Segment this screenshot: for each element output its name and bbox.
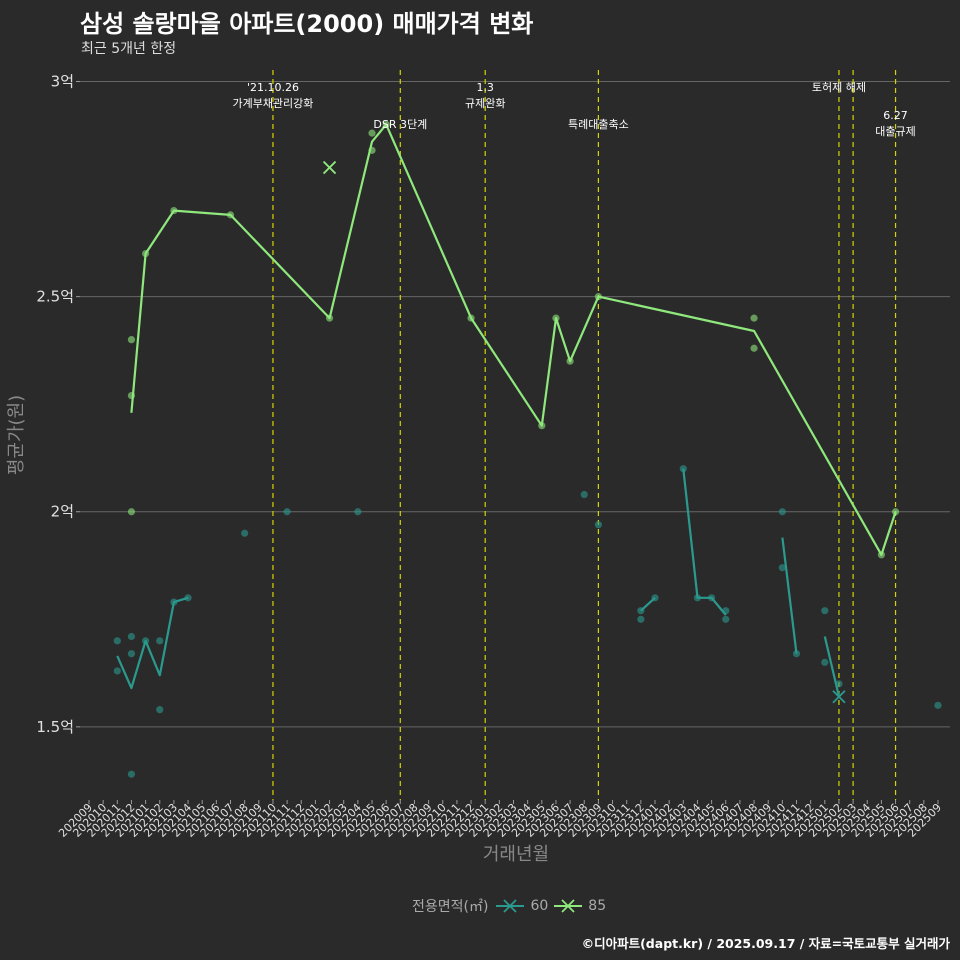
data-point-60 xyxy=(934,701,942,709)
data-point-85 xyxy=(552,314,560,322)
data-point-85 xyxy=(750,314,758,322)
y-tick-label: 3억 xyxy=(51,73,74,91)
data-point-60 xyxy=(821,607,829,615)
data-point-85 xyxy=(750,344,758,352)
data-point-60 xyxy=(792,650,801,658)
event-annotation: 가계부채관리강화 xyxy=(232,97,313,110)
legend-title: 전용면적(㎡) xyxy=(412,899,489,915)
series-line-60 xyxy=(781,537,798,654)
cancelled-deal-60-icon xyxy=(832,690,846,704)
data-point-85 xyxy=(566,357,574,365)
data-point-60 xyxy=(241,529,249,537)
data-point-60 xyxy=(778,564,786,572)
data-point-60 xyxy=(679,465,687,473)
data-point-60 xyxy=(354,508,362,516)
data-point-60 xyxy=(283,508,291,516)
data-point-60 xyxy=(821,658,829,666)
data-point-85 xyxy=(368,146,376,154)
series-points xyxy=(113,120,942,778)
cancelled-deal-85-icon xyxy=(322,160,337,175)
source-caption: ©디아파트(dapt.kr) / 2025.09.17 / 자료=국토교통부 실… xyxy=(581,936,950,951)
data-point-85 xyxy=(594,293,603,301)
data-point-60 xyxy=(127,650,136,658)
data-point-60 xyxy=(778,508,786,516)
data-point-60 xyxy=(693,594,702,602)
legend: 전용면적(㎡) 60 85 xyxy=(412,896,612,916)
data-point-85 xyxy=(127,508,136,516)
data-point-85 xyxy=(891,508,900,516)
event-annotation: 특례대출축소 xyxy=(568,118,629,131)
data-point-60 xyxy=(580,490,588,499)
data-point-85 xyxy=(226,211,235,219)
data-point-85 xyxy=(368,129,376,137)
chart-title: 삼성 솔랑마을 아파트(2000) 매매가격 변화 xyxy=(80,10,534,38)
y-tick-label: 1.5억 xyxy=(36,718,74,736)
event-annotation: 규제완화 xyxy=(465,97,505,110)
event-annotation: 대출규제 xyxy=(875,125,915,138)
series-line-60 xyxy=(823,636,841,697)
event-lines xyxy=(272,70,897,800)
data-point-60 xyxy=(722,607,730,615)
data-point-85 xyxy=(467,314,475,322)
data-point-85 xyxy=(382,120,390,129)
data-point-85 xyxy=(538,422,546,430)
data-point-60 xyxy=(156,706,164,714)
data-point-85 xyxy=(170,206,178,215)
series-line-85 xyxy=(130,123,897,556)
data-point-60 xyxy=(637,607,645,615)
chart-subtitle: 최근 5개년 한정 xyxy=(81,41,177,57)
data-point-60 xyxy=(113,637,121,645)
data-point-85 xyxy=(142,250,150,258)
data-point-60 xyxy=(142,637,150,645)
data-point-60 xyxy=(127,632,136,641)
data-point-60 xyxy=(113,667,121,675)
series-line-60 xyxy=(682,468,727,616)
data-point-60 xyxy=(637,615,645,623)
data-point-60 xyxy=(708,594,716,602)
data-point-60 xyxy=(594,521,603,529)
data-point-85 xyxy=(325,314,334,322)
data-point-60 xyxy=(184,594,192,602)
event-annotation: DSR 3단계 xyxy=(373,118,427,131)
data-point-60 xyxy=(722,615,730,623)
data-point-60 xyxy=(156,637,164,645)
x-axis-ticks: 2020092020102020112020122021012021022021… xyxy=(56,800,944,840)
event-annotation: 1.3 xyxy=(476,81,494,94)
legend-item-60: 60 xyxy=(496,896,548,916)
series-lines xyxy=(116,123,897,697)
data-point-60 xyxy=(651,594,659,602)
data-point-85 xyxy=(877,551,886,559)
y-gridlines xyxy=(80,81,950,728)
data-point-85 xyxy=(127,391,136,400)
event-annotation: '21.10.26 xyxy=(247,81,299,94)
legend-item-85: 85 xyxy=(554,896,606,916)
data-point-60 xyxy=(835,680,843,688)
legend-key-85-icon xyxy=(554,899,583,913)
data-point-85 xyxy=(127,336,136,344)
event-annotation: 토허제 해제 xyxy=(812,80,866,94)
y-axis-label: 평균가(원) xyxy=(6,395,27,475)
y-tick-label: 2억 xyxy=(51,503,74,521)
y-tick-label: 2.5억 xyxy=(36,288,74,306)
legend-label-60: 60 xyxy=(530,898,549,914)
legend-label-85: 85 xyxy=(588,898,607,914)
series-line-60 xyxy=(116,596,189,690)
event-annotation: 6.27 xyxy=(883,109,908,122)
legend-key-60-icon xyxy=(496,899,525,913)
y-axis-ticks: 1.5억 2억 2.5억 3억 xyxy=(36,73,80,736)
data-point-60 xyxy=(170,598,178,606)
data-point-60 xyxy=(127,770,136,778)
x-axis-label: 거래년월 xyxy=(483,844,549,865)
